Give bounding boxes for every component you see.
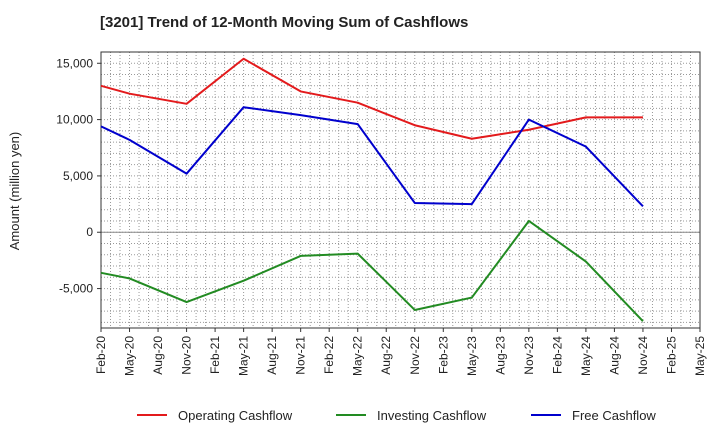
x-tick-label: May-22 [351, 336, 365, 376]
x-tick-label: Aug-24 [607, 336, 621, 375]
operating-cashflow-line [100, 57, 643, 140]
x-tick-label: Nov-20 [180, 336, 194, 375]
x-tick-label: May-23 [465, 336, 479, 376]
x-tick-label: Feb-24 [550, 336, 564, 374]
free-cashflow-legend-label: Free Cashflow [572, 408, 656, 423]
free-cashflow-line [100, 106, 644, 208]
x-tick-label: Nov-22 [408, 336, 422, 375]
x-tick-label: Nov-24 [636, 336, 650, 375]
x-tick-label: Aug-20 [151, 336, 165, 375]
plot-frame [100, 51, 701, 329]
series-layer [100, 57, 644, 322]
y-tick-label: -5,000 [59, 282, 93, 296]
x-tick-label: Aug-21 [265, 336, 279, 375]
x-tick-label: Feb-23 [436, 336, 450, 374]
x-tick-label: May-24 [579, 336, 593, 376]
x-tick-label: Nov-23 [522, 336, 536, 375]
legend: Operating Cashflow Investing Cashflow Free… [137, 408, 656, 423]
x-tick-label: May-25 [693, 336, 707, 376]
chart-title: [3201] Trend of 12-Month Moving Sum of C… [100, 14, 469, 31]
x-tick-label: Feb-25 [664, 336, 678, 374]
x-tick-label: Feb-21 [208, 336, 222, 374]
y-axis-label: Amount (million yen) [7, 132, 22, 251]
operating-cashflow-legend-label: Operating Cashflow [178, 408, 293, 423]
y-tick-label: 15,000 [56, 56, 93, 70]
y-tick-label: 5,000 [63, 169, 93, 183]
x-tick-label: Aug-22 [379, 336, 393, 375]
x-tick-label: Feb-20 [94, 336, 108, 374]
investing-cashflow-line [100, 219, 644, 322]
x-tick-label: May-20 [123, 336, 137, 376]
y-tick-label: 0 [86, 225, 93, 239]
investing-cashflow-legend-label: Investing Cashflow [377, 408, 487, 423]
axes-layer: -5,000 0 5,000 10,000 15,000 Feb-20 May-20 Aug-… [56, 51, 707, 376]
x-tick-label: Aug-23 [493, 336, 507, 375]
x-tick-label: Feb-22 [322, 336, 336, 374]
y-tick-label: 10,000 [56, 113, 93, 127]
x-tick-label: Nov-21 [294, 336, 308, 375]
x-tick-label: May-21 [237, 336, 251, 376]
